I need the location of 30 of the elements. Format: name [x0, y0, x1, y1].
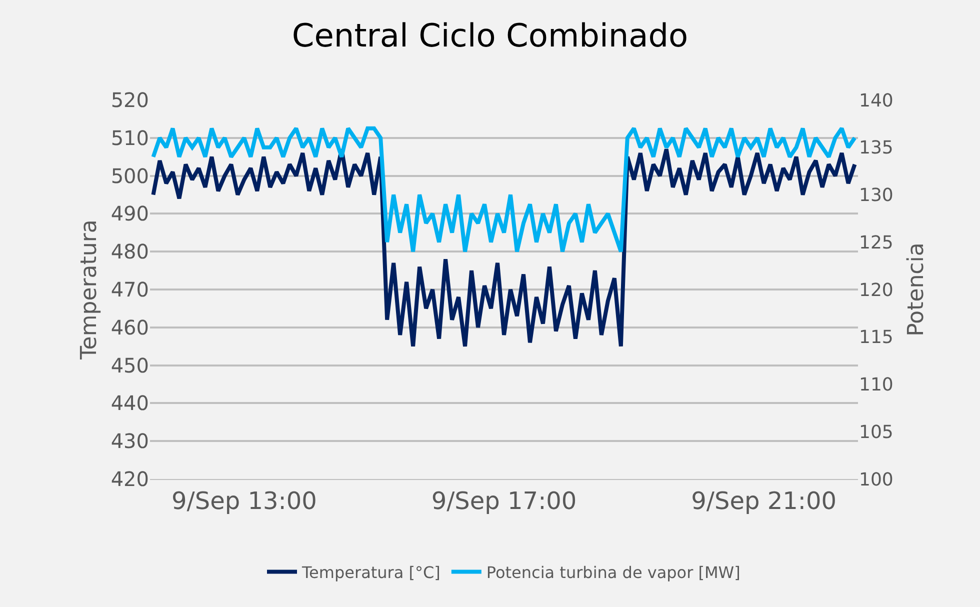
y2-axis-title: Potencia	[904, 242, 929, 336]
y2-tick-label: 100	[859, 469, 894, 490]
line-series	[151, 126, 857, 254]
chart-title: Central Ciclo Combinado	[292, 16, 688, 55]
y-tick-label: 510	[110, 126, 149, 150]
y-axis-title: Temperatura	[77, 220, 102, 360]
y2-tick-label: 140	[859, 90, 894, 112]
legend-label: Temperatura [°C]	[301, 562, 440, 582]
y-tick-label: 520	[110, 88, 149, 112]
x-tick-label: 9/Sep 13:00	[171, 486, 317, 515]
y2-tick-label: 115	[859, 327, 894, 348]
y2-tick-label: 110	[859, 374, 894, 396]
x-tick-label: 9/Sep 17:00	[431, 486, 577, 515]
y2-tick-label: 125	[859, 232, 894, 254]
y-tick-label: 500	[110, 164, 149, 188]
y2-tick-label: 130	[859, 185, 894, 206]
legend-label: Potencia turbina de vapor [MW]	[486, 562, 740, 582]
y-tick-label: 420	[110, 467, 149, 491]
y-tick-label: 460	[110, 315, 149, 340]
x-tick-label: 9/Sep 21:00	[691, 486, 837, 515]
y-tick-label: 430	[110, 429, 149, 454]
y-tick-label: 470	[110, 278, 149, 302]
y-tick-label: 490	[110, 202, 149, 226]
y-tick-label: 440	[110, 391, 149, 416]
line-series	[151, 147, 857, 348]
y2-tick-label: 105	[859, 422, 894, 443]
y-tick-label: 450	[110, 353, 149, 378]
y2-tick-label: 120	[859, 280, 894, 301]
y-tick-label: 480	[110, 240, 149, 264]
y2-tick-label: 135	[859, 138, 894, 159]
